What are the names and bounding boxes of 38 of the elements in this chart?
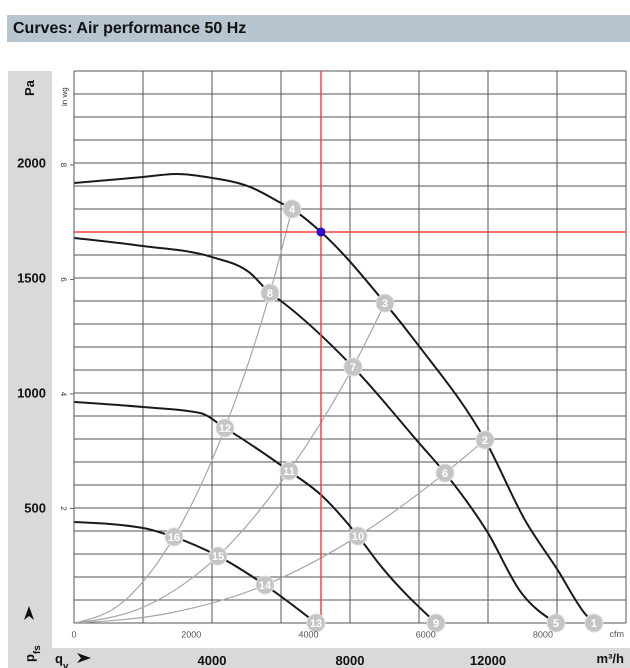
y-axis-title: Pa bbox=[22, 79, 37, 96]
x2-tick-label: 0 bbox=[71, 629, 77, 640]
annotation: 2 bbox=[482, 434, 488, 447]
x2-tick-label: 6000 bbox=[416, 629, 436, 640]
annotation: 7 bbox=[350, 362, 356, 374]
annotation: 14 bbox=[258, 580, 272, 592]
annotation: 1 bbox=[590, 618, 598, 630]
annotation: 12 bbox=[218, 422, 232, 435]
y-tick-label: 1000 bbox=[17, 386, 46, 401]
x2-tick-label: 2000 bbox=[181, 629, 202, 640]
y2-tick-label: 8 bbox=[59, 162, 68, 168]
y-tick-label: 1500 bbox=[17, 270, 46, 286]
annotation: 13 bbox=[310, 618, 322, 630]
y2-tick-label: 6 bbox=[59, 277, 68, 282]
annotation: 3 bbox=[382, 298, 388, 310]
annotation: 5 bbox=[552, 618, 560, 630]
y2-tick-label: 2 bbox=[59, 506, 68, 512]
x-tick-label: 8000 bbox=[336, 653, 364, 668]
annotation: 11 bbox=[283, 466, 295, 478]
y-tick-label: 2000 bbox=[17, 156, 46, 171]
y-tick-label: 500 bbox=[24, 500, 46, 516]
y2-tick-label: 4 bbox=[59, 392, 68, 397]
chart-title: Curves: Air performance 50 Hz bbox=[7, 15, 630, 42]
annotation: 10 bbox=[352, 530, 364, 543]
x-axis-title: m³/h bbox=[596, 651, 624, 666]
x2-axis-title: cfm bbox=[610, 629, 624, 639]
x-tick-label: 4000 bbox=[198, 653, 226, 668]
y2-axis-title: in wg bbox=[60, 87, 69, 106]
annotation: 4 bbox=[288, 204, 296, 216]
annotation: 15 bbox=[212, 550, 224, 563]
x2-tick-label: 4000 bbox=[298, 629, 318, 640]
x-tick-label: 12000 bbox=[470, 653, 506, 668]
x2-tick-label: 8000 bbox=[532, 629, 553, 640]
annotation: 8 bbox=[266, 288, 274, 300]
annotation: 16 bbox=[168, 532, 180, 544]
point bbox=[316, 227, 326, 237]
annotation: 6 bbox=[442, 468, 448, 480]
annotation: 9 bbox=[432, 618, 440, 630]
